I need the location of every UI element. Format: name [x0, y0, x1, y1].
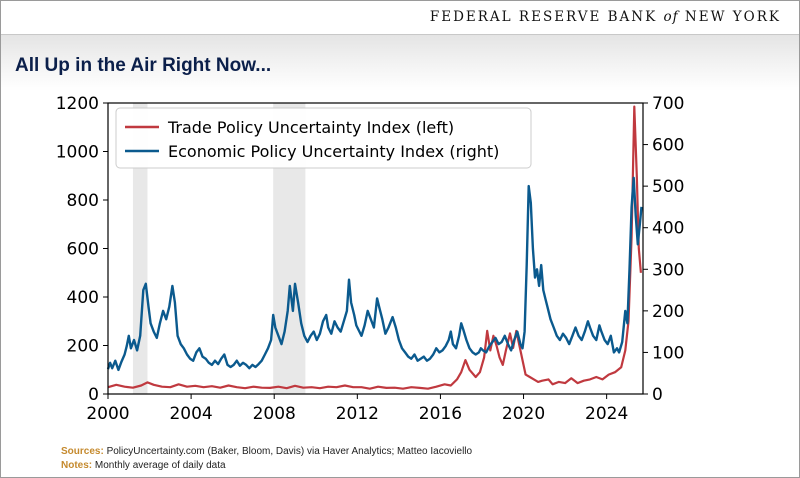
y-right-tick-700: 700 [652, 94, 684, 114]
legend-label-0: Trade Policy Uncertainty Index (left) [167, 118, 454, 137]
trade-policy-line [107, 105, 642, 390]
y-left-tick-600: 600 [67, 240, 99, 260]
x-tick-2004: 2004 [169, 404, 212, 424]
x-tick-2020: 2020 [502, 404, 545, 424]
header-divider [1, 34, 799, 35]
y-left-tick-400: 400 [67, 288, 99, 308]
x-tick-2000: 2000 [86, 404, 129, 424]
x-tick-2008: 2008 [253, 404, 296, 424]
y-right-tick-300: 300 [652, 260, 684, 280]
x-tick-2016: 2016 [419, 404, 462, 424]
economic-policy-line [106, 176, 643, 372]
y-left-tick-0: 0 [88, 385, 99, 405]
y-right-tick-500: 500 [652, 177, 684, 197]
y-right-tick-600: 600 [652, 136, 684, 156]
chart-title: All Up in the Air Right Now... [15, 55, 272, 76]
y-right-tick-400: 400 [652, 219, 684, 239]
recession-shade-0 [132, 103, 148, 394]
footnote-sources: Sources: PolicyUncertainty.com (Baker, B… [61, 446, 473, 457]
legend-box [115, 107, 532, 169]
y-left-tick-1200: 1200 [56, 94, 99, 114]
x-tick-2012: 2012 [336, 404, 379, 424]
y-right-tick-0: 0 [652, 385, 663, 405]
header-band [1, 35, 799, 91]
y-right-tick-200: 200 [652, 302, 684, 322]
legend-label-1: Economic Policy Uncertainty Index (right… [168, 142, 499, 161]
y-left-tick-800: 800 [67, 191, 99, 211]
brand-logo: FEDERAL RESERVE BANK of NEW YORK [429, 9, 781, 25]
footnote-notes: Notes: Monthly average of daily data [61, 460, 226, 471]
y-right-tick-100: 100 [652, 343, 684, 363]
x-tick-2024: 2024 [585, 404, 628, 424]
y-left-tick-200: 200 [67, 337, 99, 357]
y-left-tick-1000: 1000 [56, 143, 99, 163]
